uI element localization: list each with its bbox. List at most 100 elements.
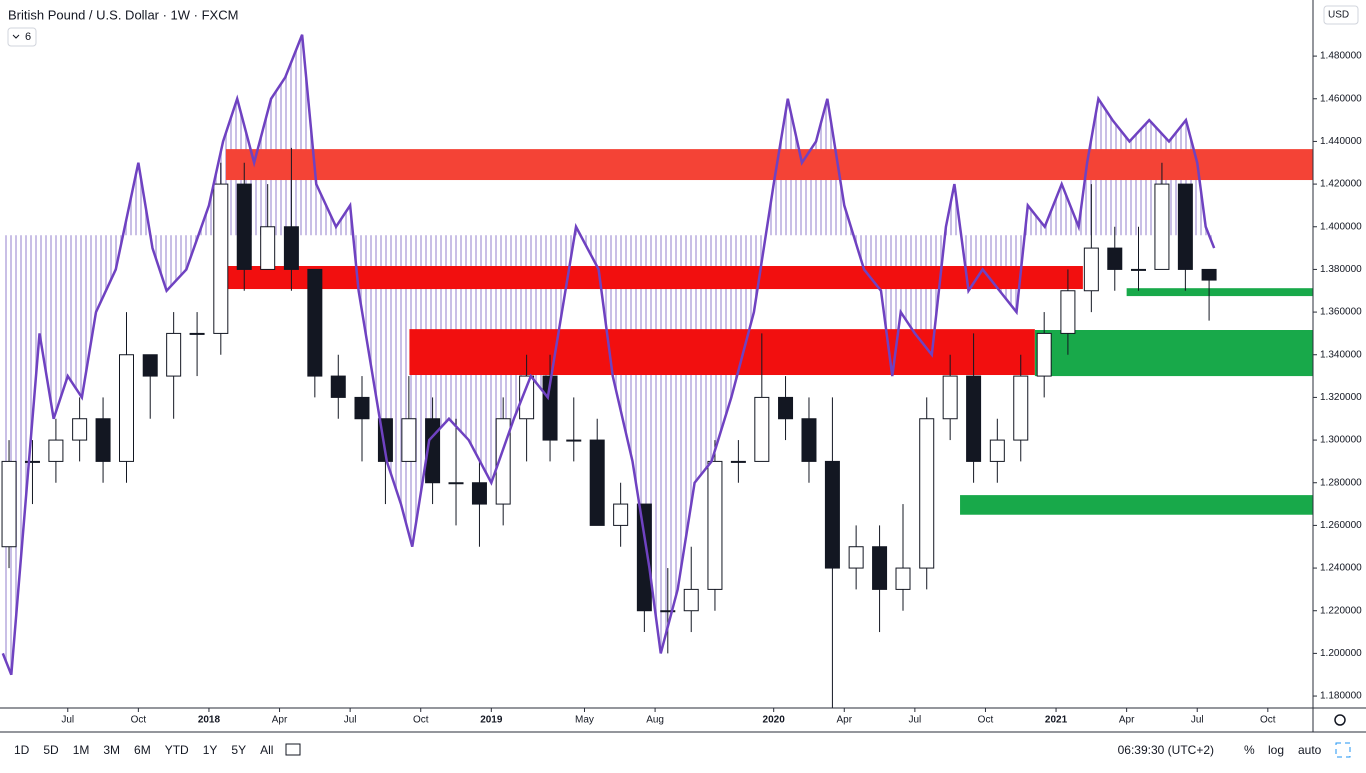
candle-body	[1036, 332, 1052, 377]
settings-icon[interactable]	[1334, 714, 1346, 726]
date-range-icon[interactable]	[285, 743, 301, 756]
range-button[interactable]: 1M	[73, 743, 90, 757]
indicator-toggle[interactable]	[7, 27, 37, 47]
chart-title: British Pound / U.S. Dollar · 1W · FXCM	[8, 7, 238, 22]
zone	[225, 266, 1083, 290]
candle-body	[589, 439, 605, 526]
x-tick-label: 2020	[763, 715, 786, 726]
candle-body	[824, 460, 840, 569]
x-tick-label: Aug	[646, 715, 664, 726]
candle-body	[236, 183, 252, 270]
y-tick-label: 1.180000	[1320, 691, 1362, 702]
x-tick-label: Apr	[272, 715, 288, 726]
y-tick-label: 1.480000	[1320, 51, 1362, 62]
candle-body	[260, 226, 276, 270]
x-tick-label: Jul	[61, 715, 74, 726]
range-button[interactable]: 5D	[43, 743, 59, 757]
currency-button[interactable]	[1323, 5, 1359, 25]
candle-body	[660, 610, 676, 613]
x-tick-label: Jul	[344, 715, 357, 726]
candle-body	[448, 482, 464, 485]
candle-body	[566, 439, 582, 442]
axes: 1.180000 1.200000 1.220000 1.240000 1.260000…	[61, 51, 1362, 726]
zone	[409, 329, 1035, 376]
candle-body	[1154, 183, 1170, 270]
scale-option[interactable]: log	[1268, 743, 1284, 757]
range-button[interactable]: 1D	[14, 743, 30, 757]
chevron-icon	[12, 34, 20, 39]
y-tick-label: 1.460000	[1320, 93, 1362, 104]
range-button[interactable]: All	[260, 743, 273, 757]
candle-body	[1, 460, 17, 548]
candle-body	[401, 418, 417, 462]
candle-body	[542, 375, 558, 441]
fullscreen-icon[interactable]	[1335, 742, 1351, 758]
plot-area	[1, 34, 1313, 708]
candle-body	[24, 460, 40, 463]
candle-body	[919, 418, 935, 569]
x-tick-label: May	[575, 715, 594, 726]
y-tick-label: 1.440000	[1320, 136, 1362, 147]
candle-body	[1083, 247, 1099, 292]
zone	[960, 495, 1313, 515]
candle-body	[189, 332, 205, 335]
candle-body	[307, 268, 323, 377]
candle-body	[48, 439, 64, 462]
y-tick-label: 1.300000	[1320, 435, 1362, 446]
range-button[interactable]: 3M	[103, 743, 120, 757]
candle-body	[942, 375, 958, 420]
range-button[interactable]: 6M	[134, 743, 151, 757]
candle-body	[95, 418, 111, 462]
x-tick-label: 2019	[480, 715, 503, 726]
candle-body	[966, 375, 982, 462]
zone	[1126, 288, 1313, 297]
clock: 06:39:30 (UTC+2)	[1118, 743, 1214, 757]
scale-option[interactable]: auto	[1298, 743, 1322, 757]
candle-body	[471, 482, 487, 505]
candle-body	[1130, 268, 1146, 271]
y-tick-label: 1.200000	[1320, 648, 1362, 659]
candle-body	[778, 396, 794, 420]
y-tick-label: 1.380000	[1320, 264, 1362, 275]
candle-body	[1060, 290, 1076, 334]
x-tick-label: Jul	[1191, 715, 1204, 726]
candle-body	[283, 226, 299, 270]
candle-body	[895, 567, 911, 590]
candle-body	[801, 418, 817, 462]
x-tick-label: Oct	[1260, 715, 1276, 726]
candle-body	[519, 375, 535, 420]
x-tick-label: Oct	[131, 715, 147, 726]
candle-body	[989, 439, 1005, 462]
candle-body	[848, 546, 864, 569]
candle-body	[707, 460, 723, 590]
x-tick-label: Oct	[413, 715, 429, 726]
y-tick-label: 1.240000	[1320, 563, 1362, 574]
zone	[1034, 330, 1313, 377]
y-tick-label: 1.340000	[1320, 349, 1362, 360]
candle-body	[683, 588, 699, 612]
candle-body	[730, 460, 746, 463]
x-tick-label: 2018	[198, 715, 221, 726]
overlay-line	[1, 34, 1216, 676]
candle-body	[754, 396, 770, 462]
y-tick-label: 1.220000	[1320, 605, 1362, 616]
candle-body	[213, 183, 229, 334]
candle-body	[118, 354, 134, 462]
range-button[interactable]: YTD	[165, 743, 189, 757]
candle-body	[425, 418, 441, 484]
candle-body	[1177, 183, 1193, 270]
y-tick-label: 1.320000	[1320, 392, 1362, 403]
candle-body	[1013, 375, 1029, 441]
range-button[interactable]: 5Y	[231, 743, 246, 757]
range-button[interactable]: 1Y	[203, 743, 218, 757]
candle-body	[166, 332, 182, 377]
x-tick-label: Oct	[978, 715, 994, 726]
candle-body	[872, 546, 888, 590]
scale-option[interactable]: %	[1244, 743, 1255, 757]
y-tick-label: 1.280000	[1320, 477, 1362, 488]
x-tick-label: Jul	[908, 715, 921, 726]
candle-body	[330, 375, 346, 398]
bottom-toolbar: 1D 5D 1M 3M 6M YTD 1Y 5Y All 06:39:30 (UTC+2)% log…	[14, 742, 1351, 758]
candle-body	[72, 418, 88, 441]
